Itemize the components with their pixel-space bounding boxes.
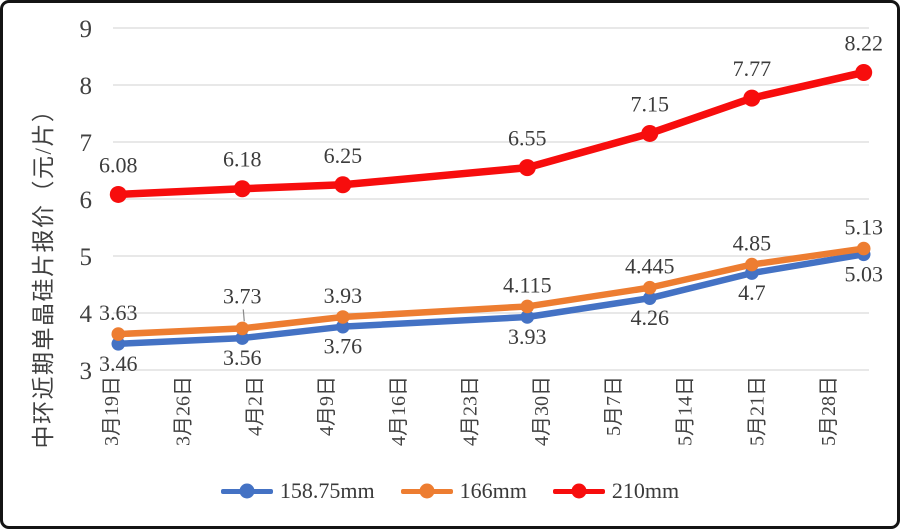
x-axis-tick-label: 4月9日: [316, 376, 338, 436]
x-axis-tick-label: 5月14日: [675, 376, 697, 446]
data-label-210mm: 8.22: [844, 30, 883, 55]
legend-label: 210mm: [611, 478, 680, 503]
data-label-158.75mm: 4.7: [738, 280, 766, 305]
data-point-166mm: [520, 299, 535, 314]
legend-line-marker-swatch: [552, 483, 605, 499]
x-axis-tick-label: 4月16日: [388, 376, 410, 446]
data-point-158.75mm: [235, 331, 250, 345]
data-label-166mm: 3.73: [223, 283, 262, 308]
data-point-166mm: [235, 321, 250, 336]
data-label-210mm: 7.15: [631, 91, 670, 116]
y-axis-tick-label: 6: [80, 187, 93, 214]
data-point-210mm: [855, 63, 873, 81]
data-label-158.75mm: 5.03: [844, 261, 883, 286]
y-axis-tick-label: 7: [80, 130, 93, 157]
data-point-210mm: [334, 176, 352, 194]
legend-marker-dot: [419, 483, 435, 499]
x-axis-tick-label: 5月7日: [603, 376, 625, 436]
data-point-210mm: [743, 89, 761, 107]
data-point-210mm: [233, 180, 251, 198]
x-axis-tick-label: 4月2日: [244, 376, 266, 436]
legend-marker-dot: [239, 483, 255, 499]
legend-label: 166mm: [459, 478, 527, 503]
legend-item-158.75mm: 158.75mm: [220, 478, 375, 503]
data-label-210mm: 6.18: [223, 147, 262, 172]
data-label-158.75mm: 3.93: [508, 324, 547, 349]
y-axis-tick-label: 9: [80, 16, 93, 43]
data-point-166mm: [856, 241, 871, 256]
y-axis-tick-label: 5: [80, 244, 93, 271]
y-axis-tick-label: 3: [80, 358, 93, 385]
legend-line-marker-swatch: [400, 483, 453, 499]
legend-marker-dot: [571, 483, 587, 499]
data-label-158.75mm: 3.56: [223, 345, 262, 370]
data-point-166mm: [111, 327, 126, 341]
y-axis-tick-label: 4: [80, 301, 93, 328]
x-axis-tick-label: 4月30日: [531, 376, 553, 446]
data-point-166mm: [336, 310, 350, 324]
legend-line-marker-swatch: [220, 483, 273, 499]
data-point-210mm: [518, 159, 536, 177]
data-label-158.75mm: 3.46: [99, 351, 138, 376]
data-label-166mm: 4.445: [625, 254, 675, 279]
x-axis-tick-label: 3月19日: [101, 376, 123, 446]
legend-item-166mm: 166mm: [400, 478, 527, 503]
data-point-210mm: [641, 124, 659, 142]
data-label-210mm: 6.25: [324, 143, 363, 168]
x-axis-tick-label: 4月23日: [460, 376, 482, 446]
data-label-166mm: 3.93: [324, 283, 363, 308]
legend-label: 158.75mm: [279, 478, 375, 503]
x-axis-tick-label: 5月28日: [818, 376, 840, 446]
data-label-158.75mm: 4.26: [631, 305, 670, 330]
data-point-166mm: [642, 280, 657, 295]
data-label-210mm: 6.08: [99, 152, 138, 177]
data-label-166mm: 5.13: [844, 215, 883, 240]
data-point-158.75mm: [336, 319, 350, 334]
data-point-158.75mm: [111, 336, 126, 351]
data-point-158.75mm: [642, 291, 657, 305]
data-point-210mm: [109, 185, 127, 203]
data-point-166mm: [745, 257, 759, 272]
data-label-210mm: 7.77: [733, 56, 772, 81]
y-axis-tick-label: 8: [80, 73, 93, 100]
data-point-158.75mm: [520, 310, 535, 324]
data-label-166mm: 3.63: [99, 300, 138, 325]
x-axis-tick-label: 3月26日: [173, 376, 195, 446]
data-label-210mm: 6.55: [508, 126, 547, 151]
legend-item-210mm: 210mm: [552, 478, 680, 503]
data-label-166mm: 4.85: [733, 231, 772, 256]
x-axis-tick-label: 5月21日: [746, 376, 768, 446]
data-label-158.75mm: 3.76: [324, 334, 363, 359]
data-label-leader-line: [242, 309, 245, 322]
data-label-166mm: 4.115: [503, 272, 552, 297]
line-chart-plot: 9 8 7 6 5 4 3 3月19日 3月26日 4月2日 4月9日 4月16日 4月23日 4月30日…: [80, 16, 883, 446]
legend: 158.75mm 166mm 210mm: [3, 480, 897, 502]
